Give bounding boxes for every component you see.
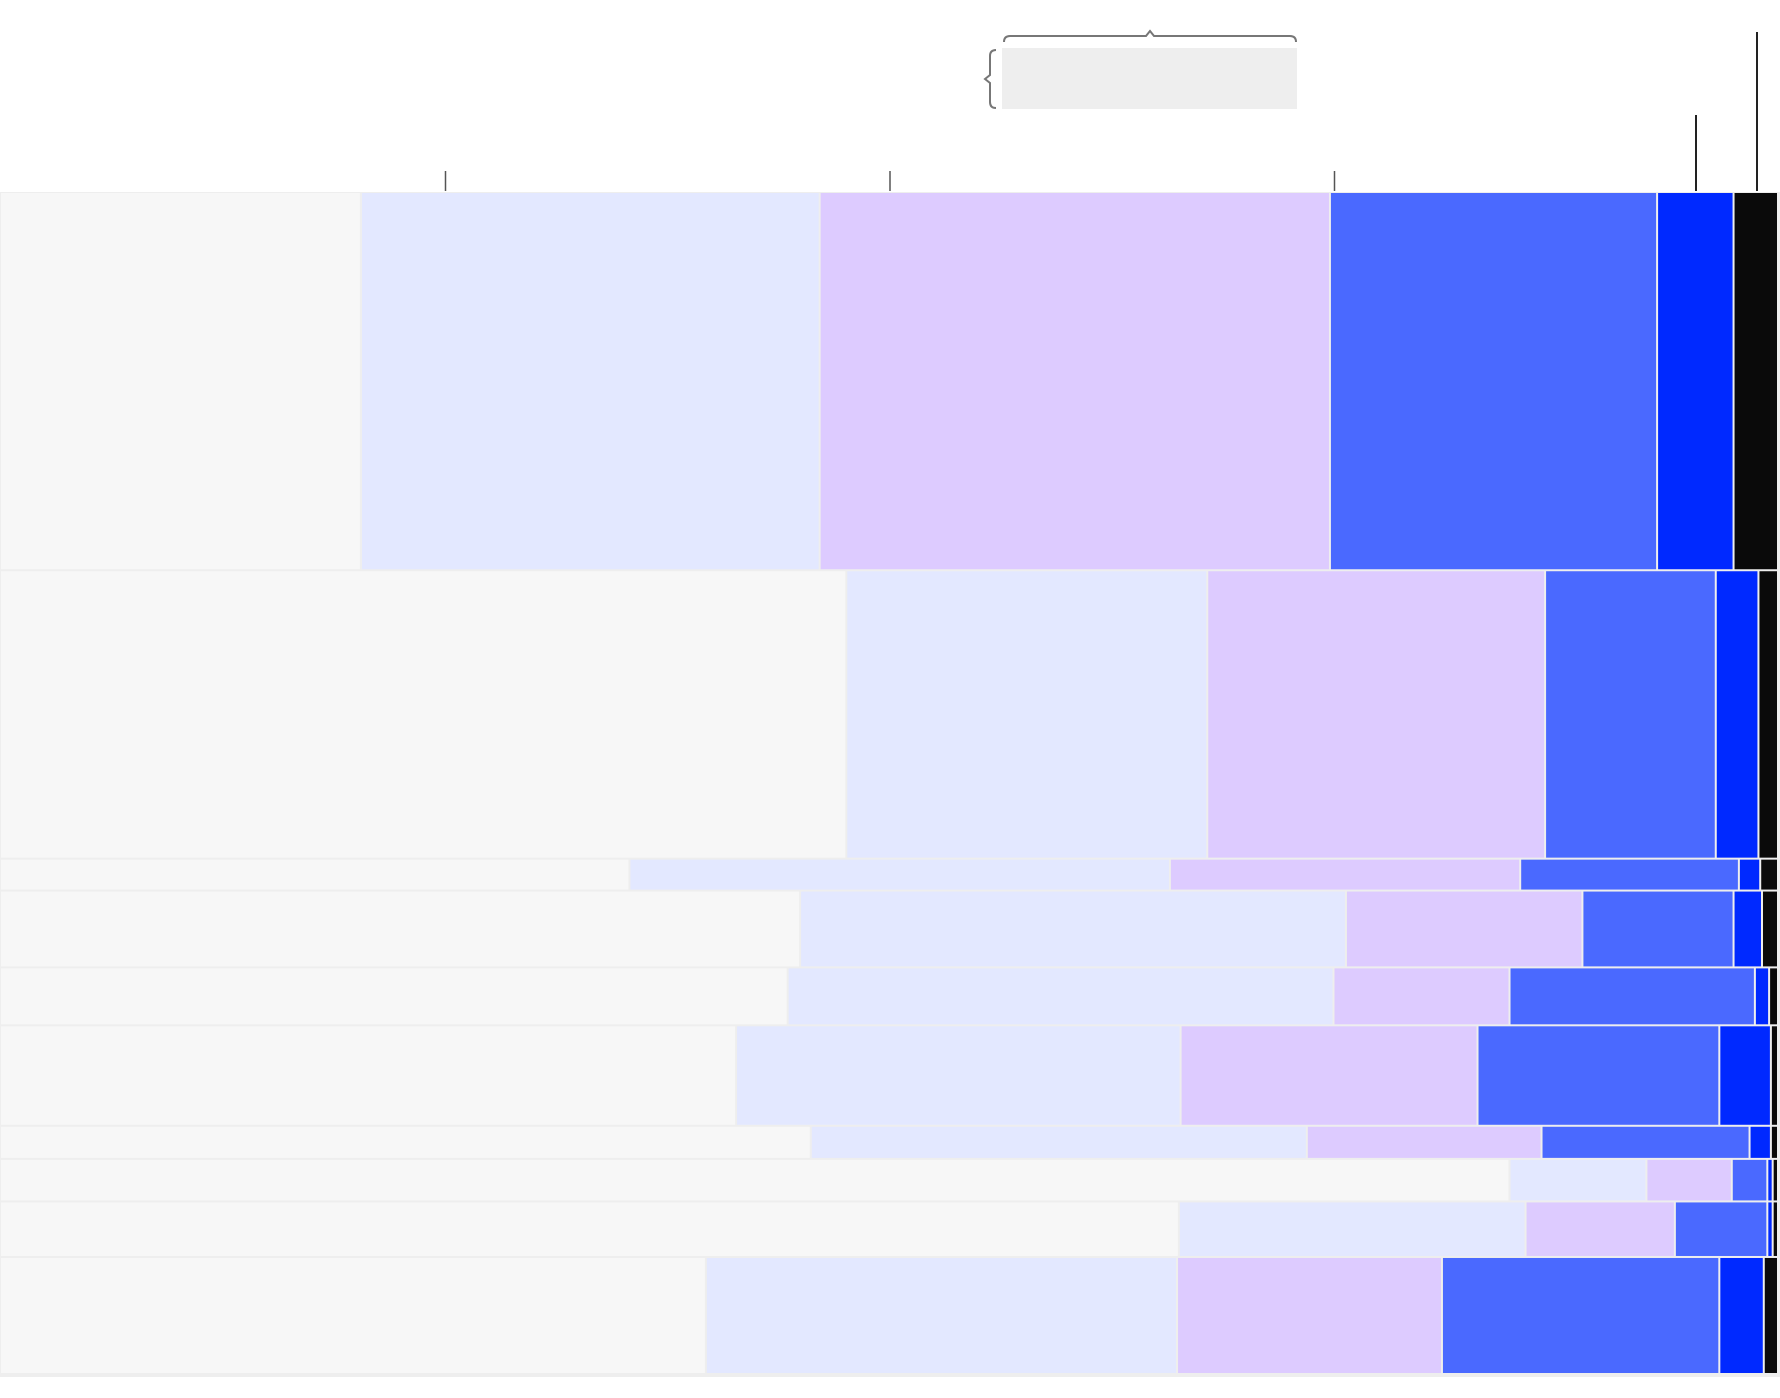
mosaic-cells (1, 193, 1777, 1373)
mosaic-cell-r10-c1 (1, 1257, 705, 1373)
mosaic-cell-r3-c5 (1739, 859, 1760, 890)
mosaic-cell-r5-c1 (1, 968, 787, 1025)
mosaic-cell-r1-c2 (361, 193, 819, 570)
mosaic-cell-r8-c2 (1510, 1159, 1646, 1201)
annotations (983, 29, 1758, 191)
mosaic-cell-r8-c6 (1773, 1159, 1777, 1201)
mosaic-cell-r3-c3 (1170, 859, 1520, 890)
mosaic-cell-r3-c1 (1, 859, 629, 890)
mosaic-cell-r9-c2 (1179, 1202, 1525, 1256)
horizontal-brace (1003, 29, 1297, 43)
mosaic-cell-r2-c3 (1208, 571, 1545, 858)
mosaic-cell-r4-c3 (1346, 891, 1582, 967)
mosaic-cell-r6-c2 (737, 1026, 1180, 1125)
mosaic-cell-r1-c3 (820, 193, 1329, 570)
mosaic-cell-r1-c6 (1734, 193, 1777, 570)
mosaic-cell-r8-c1 (1, 1159, 1509, 1201)
mosaic-cell-r5-c6 (1770, 968, 1777, 1025)
mosaic-cell-r7-c6 (1771, 1126, 1777, 1158)
mosaic-cell-r4-c5 (1734, 891, 1761, 967)
mosaic-cell-r2-c5 (1716, 571, 1758, 858)
mosaic-cell-r9-c1 (1, 1202, 1178, 1256)
mosaic-cell-r1-c1 (1, 193, 360, 570)
mosaic-cell-r9-c4 (1675, 1202, 1767, 1256)
mosaic-cell-r8-c5 (1768, 1159, 1772, 1201)
mosaic-cell-r10-c4 (1442, 1257, 1719, 1373)
x-ticks (444, 171, 1336, 191)
mosaic-cell-r3-c2 (630, 859, 1169, 890)
mosaic-cell-r8-c3 (1647, 1159, 1731, 1201)
mosaic-cell-r5-c2 (788, 968, 1333, 1025)
mosaic-cell-r6-c5 (1720, 1026, 1770, 1125)
mosaic-cell-r9-c6 (1773, 1202, 1777, 1256)
mosaic-cell-r6-c1 (1, 1026, 736, 1125)
mosaic-cell-r6-c3 (1181, 1026, 1477, 1125)
mosaic-cell-r6-c6 (1771, 1026, 1777, 1125)
mosaic-cell-r7-c5 (1750, 1126, 1770, 1158)
mosaic-cell-r10-c5 (1720, 1257, 1763, 1373)
mosaic-cell-r2-c1 (1, 571, 846, 858)
vertical-brace (983, 49, 997, 109)
mosaic-cell-r7-c4 (1542, 1126, 1749, 1158)
mosaic-cell-r10-c2 (706, 1257, 1177, 1373)
legend-placeholder-box (1002, 48, 1297, 109)
mosaic-cell-r3-c4 (1521, 859, 1738, 890)
mosaic-cell-r4-c2 (801, 891, 1345, 967)
mosaic-cell-r4-c1 (1, 891, 800, 967)
mosaic-cell-r2-c4 (1546, 571, 1715, 858)
mosaic-cell-r4-c4 (1583, 891, 1733, 967)
mosaic-cell-r3-c6 (1761, 859, 1777, 890)
mosaic-cell-r7-c3 (1307, 1126, 1541, 1158)
mosaic-cell-r1-c4 (1330, 193, 1657, 570)
mosaic-cell-r5-c3 (1334, 968, 1509, 1025)
mosaic-cell-r8-c4 (1732, 1159, 1767, 1201)
mosaic-cell-r5-c5 (1755, 968, 1769, 1025)
mosaic-cell-r10-c6 (1764, 1257, 1777, 1373)
mosaic-cell-r2-c6 (1759, 571, 1777, 858)
mosaic-cell-r9-c5 (1768, 1202, 1772, 1256)
mosaic-cell-r7-c1 (1, 1126, 810, 1158)
mosaic-cell-r7-c2 (811, 1126, 1306, 1158)
mosaic-cell-r6-c4 (1478, 1026, 1719, 1125)
mosaic-cell-r5-c4 (1510, 968, 1754, 1025)
mosaic-cell-r9-c3 (1526, 1202, 1674, 1256)
mosaic-cell-r4-c6 (1762, 891, 1777, 967)
mosaic-cell-r1-c5 (1658, 193, 1733, 570)
mosaic-cell-r10-c3 (1178, 1257, 1441, 1373)
mosaic-cell-r2-c2 (847, 571, 1207, 858)
